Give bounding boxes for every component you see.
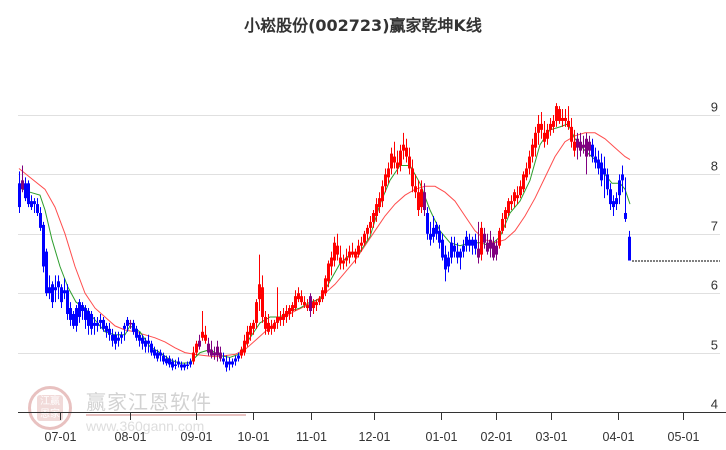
y-tick-label: 9: [711, 100, 718, 115]
x-axis: 07-01 08-01 09-01 10-01 11-01 12-01 01-01 02-01…: [18, 412, 726, 444]
watermark-divider: [86, 414, 246, 416]
ma-long-line: [18, 132, 631, 358]
y-axis-labels: 4 5 6 7 8 9: [711, 100, 718, 412]
x-tick-label: 12-01: [359, 430, 391, 444]
watermark-seal-icon: 江赢恩家: [28, 386, 72, 430]
x-tick-label: 09-01: [181, 430, 213, 444]
x-tick-label: 08-01: [115, 430, 147, 444]
ma-short-line: [18, 123, 631, 364]
x-tick-label: 05-01: [668, 430, 700, 444]
grid-lines: [18, 115, 720, 354]
watermark-seal-text: 江赢恩家: [37, 395, 63, 421]
x-tick-label: 02-01: [481, 430, 513, 444]
y-tick-label: 7: [711, 219, 718, 234]
x-tick-label: 03-01: [536, 430, 568, 444]
y-tick-label: 6: [711, 278, 718, 293]
watermark: 江赢恩家 赢家江恩软件 www.360gann.com: [28, 386, 258, 436]
y-tick-label: 4: [711, 397, 718, 412]
x-tick-label: 01-01: [426, 430, 458, 444]
x-tick-label: 11-01: [296, 430, 327, 444]
x-tick-label: 07-01: [45, 430, 77, 444]
y-tick-label: 8: [711, 159, 718, 174]
candles: [18, 103, 631, 372]
chart-title: 小崧股份(002723)赢家乾坤K线: [244, 16, 482, 35]
watermark-text: 赢家江恩软件: [86, 390, 212, 414]
x-tick-label: 04-01: [603, 430, 635, 444]
x-tick-label: 10-01: [238, 430, 270, 444]
watermark-url: www.360gann.com: [86, 418, 205, 434]
y-tick-label: 5: [711, 338, 718, 353]
